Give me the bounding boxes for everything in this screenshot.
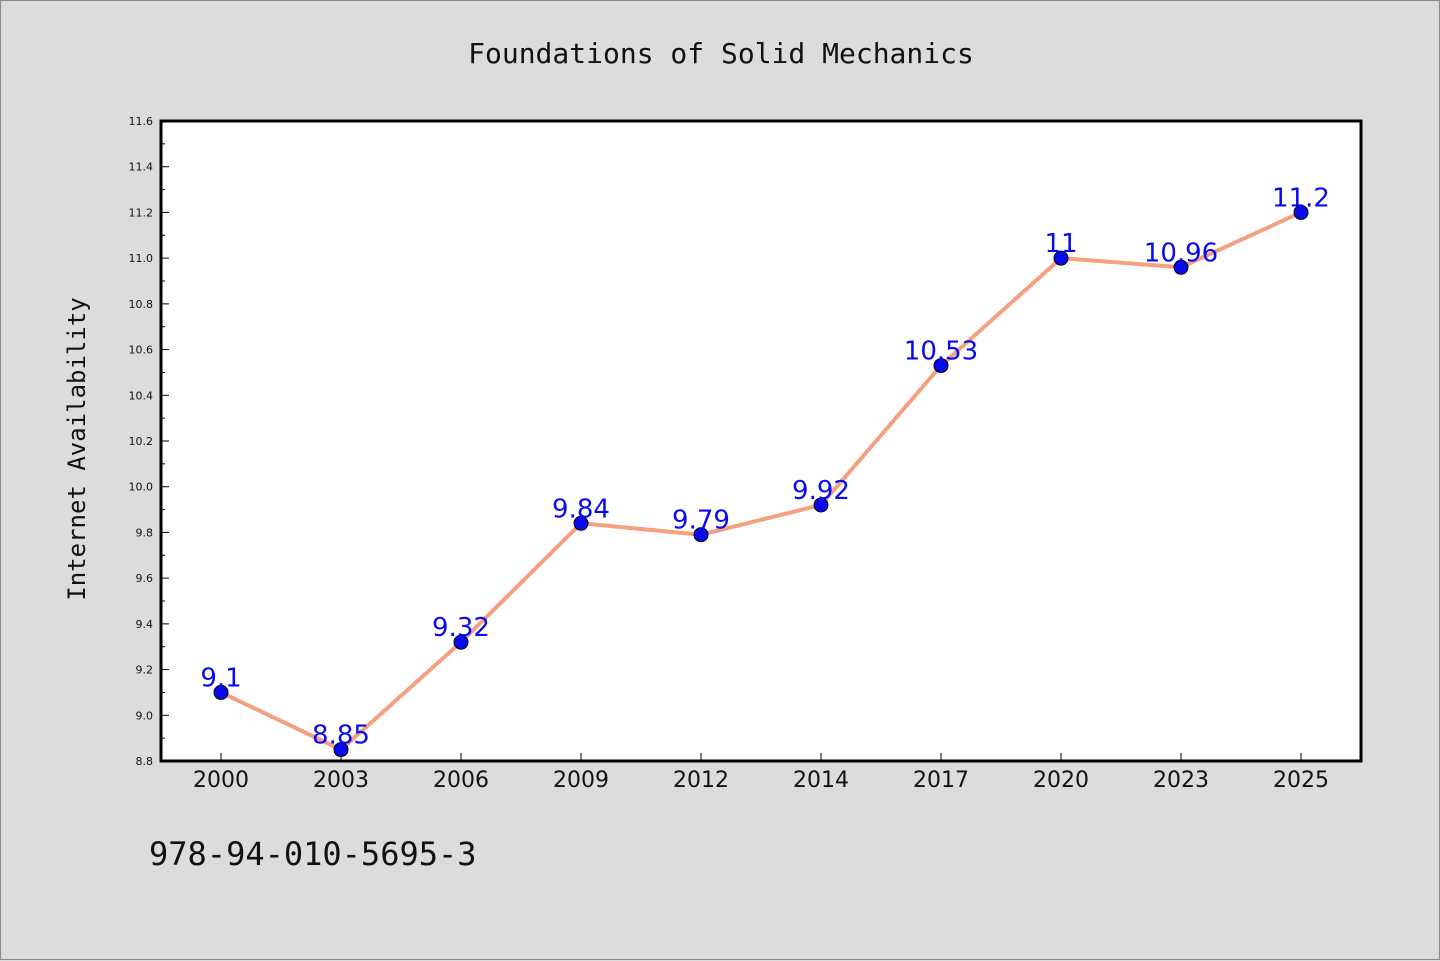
data-label: 10.96 [1144,238,1218,268]
data-label: 9.32 [432,613,490,643]
y-tick-label: 11.4 [129,161,154,174]
y-tick-label: 10.6 [129,344,154,357]
y-tick-label: 9.6 [136,572,154,585]
x-tick-label: 2012 [673,768,729,793]
data-label: 8.85 [312,721,370,751]
data-point [213,684,229,700]
y-tick-label: 10.2 [129,435,154,448]
y-tick-label: 10.4 [129,389,154,402]
y-tick-label: 11.6 [129,115,154,128]
data-label-layer: 9.1 8.85 9.32 9.84 9.79 9.92 10.53 11 10.96 11.2 [200,183,1330,750]
data-label: 11 [1044,229,1077,259]
data-label: 11.2 [1272,183,1330,213]
y-tick-label: 11.2 [129,206,154,219]
data-point [1293,204,1309,220]
series-line [219,210,1303,752]
y-tick-label: 8.8 [136,755,154,768]
x-tick-label: 2003 [313,768,369,793]
data-point [453,634,469,650]
x-tick-label: 2023 [1153,768,1209,793]
y-tick-label: 9.0 [136,709,154,722]
y-axis-label: Internet Availability [63,297,91,600]
x-tick-label: 2025 [1273,768,1329,793]
plot-border [159,119,1363,763]
data-label: 9.84 [552,494,610,524]
x-tick-label: 2014 [793,768,849,793]
x-tick-label: 2006 [433,768,489,793]
y-tick-label: 10.0 [129,481,154,494]
data-point [333,742,349,758]
x-tick-label: 2020 [1033,768,1089,793]
x-tick-label: 2009 [553,768,609,793]
isbn-text: 978-94-010-5695-3 [149,835,477,873]
y-tick-label: 9.8 [136,526,154,539]
y-tick-label: 9.4 [136,618,154,631]
plot-area [161,121,1361,761]
data-label: 9.92 [792,476,850,506]
data-label: 9.1 [200,663,241,693]
x-tick-label: 2000 [193,768,249,793]
y-tick-label: 10.8 [129,298,154,311]
data-point-layer [213,204,1309,758]
data-point [573,515,589,531]
data-label: 9.79 [672,506,730,536]
axis-ticks: 8.8 9.0 9.2 9.4 9.6 9.8 10.0 10.2 10.4 10.6 10.8 11… [129,115,1330,793]
data-point [933,358,949,374]
y-tick-label: 9.2 [136,664,154,677]
data-label: 10.53 [904,337,978,367]
data-point [1053,250,1069,266]
data-point [813,497,829,513]
series-line-layer [219,210,1303,752]
data-point [1173,259,1189,275]
y-tick-label: 11.0 [129,252,154,265]
data-point [693,527,709,543]
chart-title: Foundations of Solid Mechanics [468,37,974,70]
x-tick-label: 2017 [913,768,969,793]
